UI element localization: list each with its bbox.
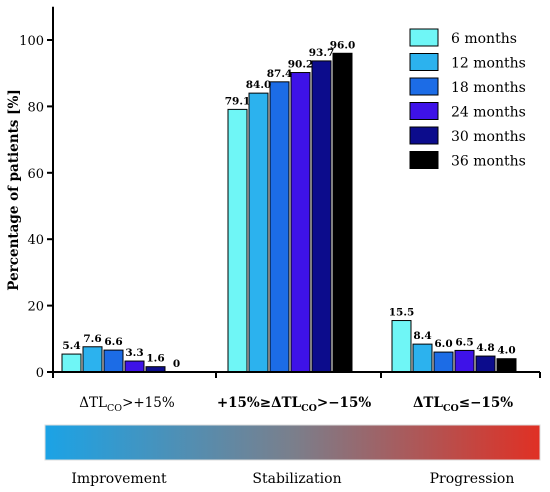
y-tick-label: 20 — [27, 300, 44, 315]
bar — [269, 81, 290, 373]
bar-value-label: 90.2 — [288, 59, 314, 71]
bar-value-label: 6.0 — [434, 338, 452, 350]
bar — [496, 358, 517, 373]
bar-value-label: 4.0 — [497, 345, 515, 357]
y-axis-title: Percentage of patients [%] — [6, 89, 22, 290]
value-labels-layer: 5.4 79.1 15.5 7.6 84.0 8.4 6.6 87.4 6.0 3.3 90.2 6.… — [62, 39, 515, 370]
legend-swatch — [409, 28, 439, 47]
bar-value-label: 0 — [173, 358, 180, 370]
bar — [248, 92, 269, 373]
y-tick-label: 0 — [36, 366, 44, 381]
y-tick-label: 60 — [27, 167, 44, 182]
bar-value-label: 4.8 — [476, 342, 494, 354]
bar — [391, 320, 412, 373]
bar — [82, 346, 103, 373]
legend: 6 months 12 months 18 months 24 months 30 mo… — [409, 28, 526, 170]
bar — [227, 108, 248, 373]
legend-label: 18 months — [451, 80, 526, 96]
scale-label-stabilization: Stabilization — [252, 471, 341, 487]
y-tick-label: 40 — [27, 233, 44, 248]
legend-label: 24 months — [451, 105, 526, 121]
bar — [433, 351, 454, 373]
bar — [290, 72, 311, 373]
category-label: ΔTLCO≤−15% — [413, 395, 513, 414]
bar-value-label: 15.5 — [389, 307, 415, 319]
legend-swatch — [409, 126, 439, 145]
bar — [475, 355, 496, 373]
bar-value-label: 6.6 — [104, 336, 122, 348]
bar-value-label: 87.4 — [267, 68, 293, 80]
legend-label: 6 months — [451, 31, 517, 47]
bar — [332, 52, 353, 373]
legend-swatch — [409, 151, 439, 169]
bar-value-label: 5.4 — [62, 340, 80, 352]
bar-value-label: 8.4 — [413, 330, 431, 342]
bar-value-label: 96.0 — [330, 39, 356, 51]
legend-swatch — [409, 102, 439, 120]
bar — [311, 60, 332, 373]
bar — [61, 353, 82, 373]
bar — [124, 360, 145, 373]
bar-value-label: 79.1 — [225, 95, 251, 107]
bar-value-label: 3.3 — [125, 347, 143, 359]
bar-value-label: 93.7 — [309, 47, 335, 59]
scale-label-improvement: Improvement — [71, 471, 167, 487]
bar — [454, 349, 475, 373]
legend-swatch — [409, 53, 439, 71]
bars-layer — [61, 52, 517, 373]
gradient-scale-bar — [44, 424, 541, 461]
bar — [412, 343, 433, 373]
y-tick-label: 80 — [27, 100, 44, 115]
legend-label: 36 months — [451, 154, 526, 170]
legend-swatch — [409, 77, 439, 96]
bar — [103, 349, 124, 373]
y-ticks: 0 20 40 60 80 100 — [19, 34, 53, 381]
legend-label: 30 months — [451, 129, 526, 145]
bar-value-label: 7.6 — [83, 333, 101, 345]
category-label: ΔTLCO>+15% — [79, 395, 175, 414]
legend-label: 12 months — [451, 56, 526, 72]
x-ticks — [52, 372, 541, 378]
bar-value-label: 6.5 — [455, 336, 473, 348]
y-tick-label: 100 — [19, 34, 44, 49]
bar-value-label: 84.0 — [246, 79, 272, 91]
scale-label-progression: Progression — [430, 471, 515, 487]
category-label: +15%≥ΔTLCO>−15% — [217, 395, 372, 414]
group-labels: ΔTLCO>+15% +15%≥ΔTLCO>−15% ΔTLCO≤−15% — [79, 395, 513, 414]
bar-value-label: 1.6 — [146, 353, 164, 365]
